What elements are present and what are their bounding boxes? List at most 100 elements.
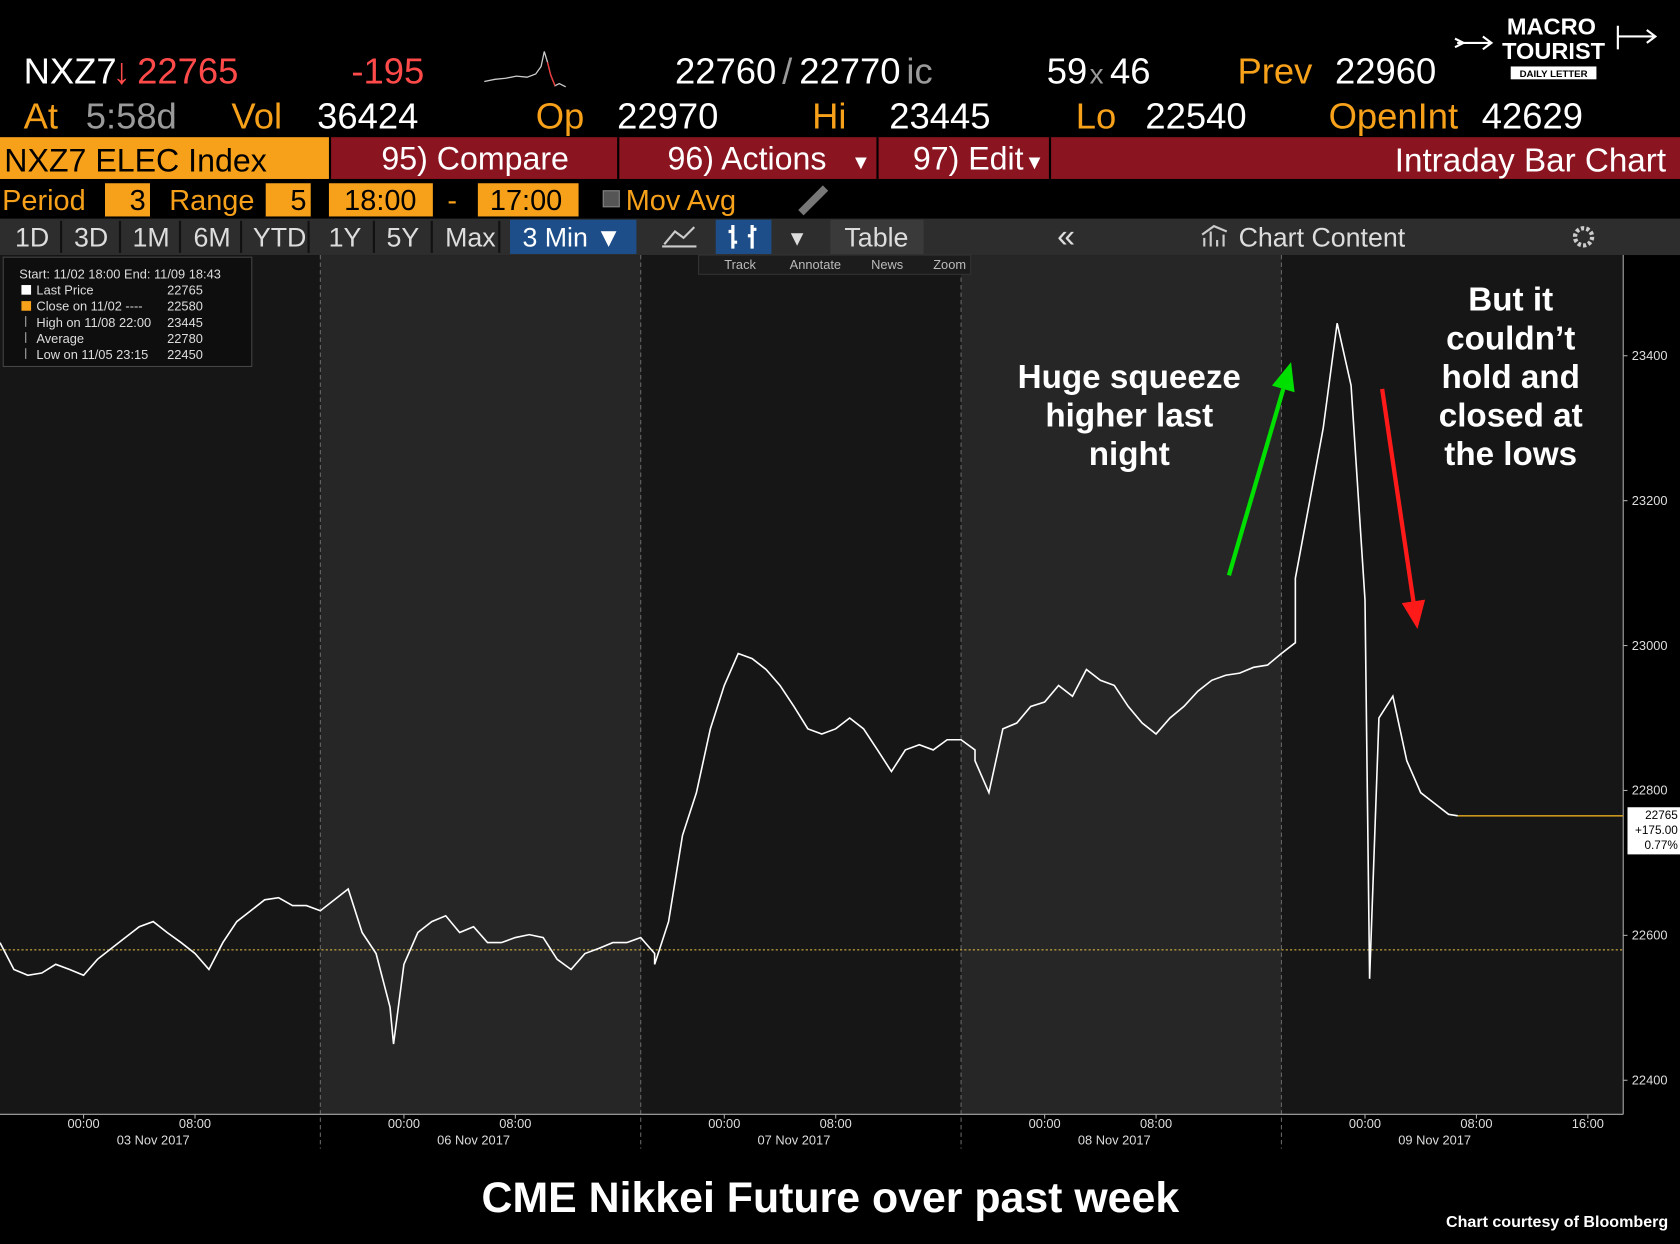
logo: MACRO TOURIST DAILY LETTER	[1454, 13, 1658, 80]
x-tick-label: 16:00	[1572, 1116, 1604, 1131]
caret[interactable]: ▾	[855, 148, 867, 174]
y-tick-label: 23400	[1632, 348, 1668, 363]
x-tick-label: 00:00	[388, 1116, 420, 1131]
x-tick-label: 08:00	[1140, 1116, 1172, 1131]
vol-label: Vol	[231, 96, 282, 137]
range-tab[interactable]: 1M	[132, 222, 169, 252]
down-arrow: ↓	[113, 51, 131, 92]
legend-label: High on 11/08 22:00	[36, 315, 151, 330]
high: 23445	[889, 96, 990, 137]
tool-button[interactable]: News	[871, 257, 903, 272]
gear-icon[interactable]	[1572, 226, 1595, 248]
caret[interactable]: ▾	[1029, 148, 1041, 174]
x-tick-label: 00:00	[67, 1116, 99, 1131]
compare-button[interactable]: 95) Compare	[381, 140, 568, 176]
active-tab[interactable]	[510, 219, 637, 254]
actions-button[interactable]: 96) Actions	[668, 140, 827, 176]
content-icon[interactable]	[1201, 224, 1228, 247]
bid-size: 59	[1047, 51, 1088, 92]
session-shade	[320, 255, 641, 1115]
size-separator: x	[1090, 59, 1104, 90]
open: 22970	[617, 96, 718, 137]
input-box[interactable]	[477, 183, 579, 217]
legend-header: Start: 11/02 18:00 End: 11/09 18:43	[19, 267, 221, 282]
mov-avg[interactable]: Mov Avg	[626, 185, 736, 217]
checkbox[interactable]	[602, 190, 620, 208]
tool-button[interactable]: Track	[724, 257, 756, 272]
range-tab[interactable]: 6M	[194, 222, 231, 252]
input-box[interactable]	[105, 183, 150, 217]
range-tab[interactable]: 3D	[74, 222, 108, 252]
logo-banner	[1510, 66, 1597, 80]
x-tick-label: 08:00	[1460, 1116, 1492, 1131]
range-tab[interactable]: 1Y	[329, 222, 362, 252]
annotation: higher last	[1045, 397, 1213, 434]
slash: /	[782, 51, 793, 92]
caption: CME Nikkei Future over past week	[482, 1174, 1180, 1222]
legend-label: Last Price	[36, 283, 93, 298]
price-tag-text: 22765	[1645, 809, 1678, 822]
sparkline-drop	[546, 62, 556, 86]
oi-label: OpenInt	[1329, 96, 1459, 137]
logo-arrow	[1454, 35, 1494, 51]
range-tab[interactable]: YTD	[253, 222, 307, 252]
legend-swatch	[21, 285, 32, 295]
menu-bar	[331, 137, 1680, 179]
bar-icon[interactable]	[728, 225, 757, 249]
range-tab[interactable]: 1D	[15, 222, 49, 252]
dash: -	[447, 185, 457, 217]
edit-button[interactable]: 97) Edit	[913, 140, 1024, 176]
range-tab[interactable]: 5Y	[386, 222, 419, 252]
open-label: Op	[536, 96, 585, 137]
input-box[interactable]	[328, 183, 433, 217]
period-label: Period	[2, 185, 86, 217]
table-button-box[interactable]	[830, 219, 924, 254]
annotation-arrow	[1226, 388, 1286, 576]
chart-content[interactable]: Chart Content	[1239, 222, 1406, 252]
annotation: couldn’t	[1446, 320, 1575, 357]
legend-value: 22780	[167, 331, 203, 346]
ticker: NXZ7	[24, 51, 117, 92]
period-value[interactable]: 3	[130, 185, 146, 217]
interval-tab[interactable]: 3 Min ▼	[522, 222, 621, 252]
bid: 22760	[675, 51, 776, 92]
y-tick-label: 22600	[1632, 928, 1668, 943]
x-date-label: 07 Nov 2017	[758, 1132, 831, 1147]
end-time[interactable]: 17:00	[490, 185, 562, 217]
x-date-label: 08 Nov 2017	[1078, 1132, 1151, 1147]
x-date-label: 03 Nov 2017	[117, 1132, 190, 1147]
toolbar	[698, 254, 972, 275]
pencil-icon[interactable]	[798, 185, 829, 216]
input-box[interactable]	[265, 183, 311, 217]
annotation: closed at	[1439, 397, 1583, 434]
table-button[interactable]: Table	[844, 222, 908, 252]
open-interest: 42629	[1482, 96, 1583, 137]
security[interactable]: NXZ7 ELEC Index	[4, 142, 266, 178]
ask-size: 46	[1110, 51, 1151, 92]
bar-icon-box[interactable]	[715, 219, 772, 254]
session-shade	[961, 255, 1282, 1115]
collapse-button[interactable]: «	[1057, 217, 1075, 253]
price-tag-text: 0.77%	[1644, 839, 1678, 852]
net-change: -195	[351, 51, 424, 92]
arrow-head	[1271, 362, 1295, 393]
price-line	[0, 323, 1459, 1045]
low-label: Lo	[1076, 96, 1117, 137]
quote-suffix: ic	[906, 51, 932, 92]
start-time[interactable]: 18:00	[344, 185, 416, 217]
y-tick-label: 23200	[1632, 493, 1668, 508]
y-tick-label: 23000	[1632, 638, 1668, 653]
legend-value: 22580	[167, 299, 203, 314]
x-tick-label: 08:00	[499, 1116, 531, 1131]
arrow-head	[1401, 599, 1426, 629]
security-box[interactable]	[0, 137, 329, 179]
prev-label: Prev	[1238, 51, 1314, 92]
tool-button[interactable]: Annotate	[790, 257, 841, 272]
dropdown[interactable]: ▼	[787, 226, 808, 250]
line-icon[interactable]	[662, 226, 697, 248]
range-tab[interactable]: Max	[445, 222, 496, 252]
range-value[interactable]: 5	[290, 185, 306, 217]
tool-button[interactable]: Zoom	[933, 257, 966, 272]
